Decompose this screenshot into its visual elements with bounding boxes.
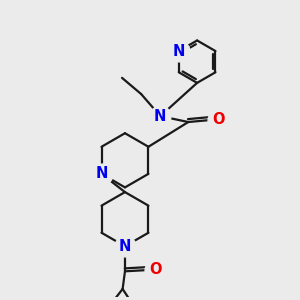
Text: O: O [149, 262, 162, 277]
Text: O: O [212, 112, 224, 127]
Text: N: N [119, 239, 131, 254]
Text: N: N [154, 109, 167, 124]
Text: N: N [95, 166, 108, 181]
Text: N: N [172, 44, 185, 59]
